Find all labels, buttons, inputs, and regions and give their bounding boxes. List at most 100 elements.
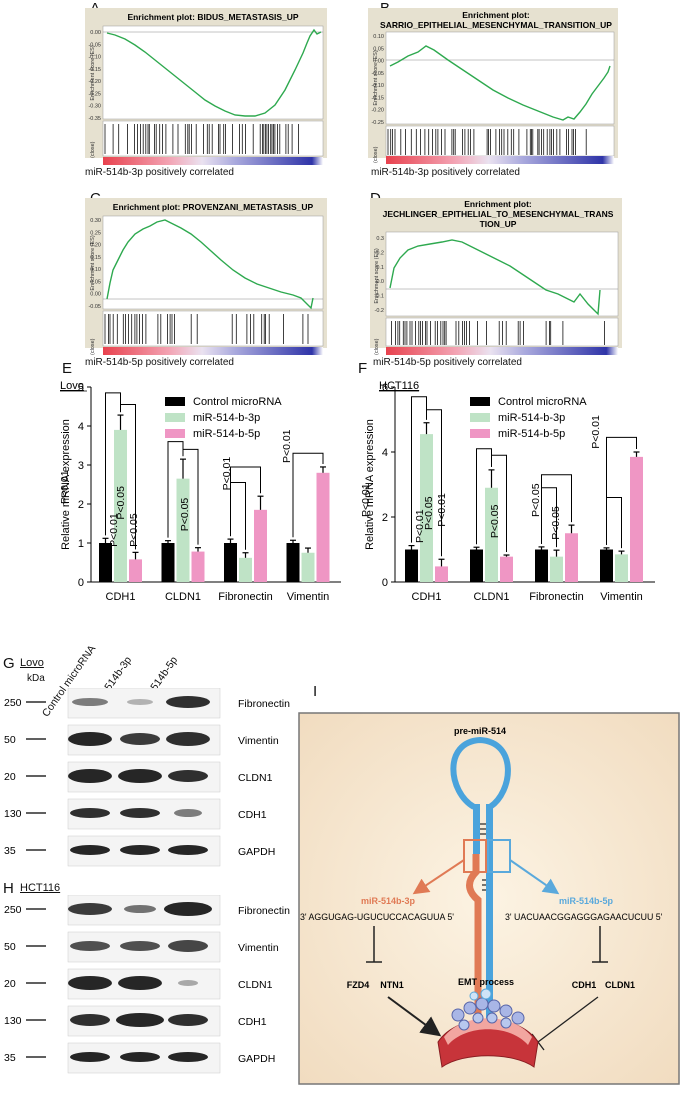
gsea-a-curve [106,28,322,117]
base-pairs [480,823,486,891]
blot-band [72,698,108,706]
protein-label: GAPDH [238,846,275,858]
bar [470,549,483,582]
gsea-c-curve [106,219,314,310]
legend-swatch [470,397,490,406]
sig-bracket [182,448,199,545]
panel-f-letter: F [358,360,368,377]
bar-category: Fibronectin [529,591,583,603]
box-3p [463,839,487,873]
bar [435,566,448,582]
gsea-ytick: -0.2 [375,308,384,314]
gsea-c-ylabel: Enrichment score (ES) [90,235,96,290]
bar-ytick: 3 [78,460,84,472]
gsea-ytick: -0.10 [371,83,384,89]
bar-ytick: 4 [382,447,388,459]
legend-swatch [470,413,490,422]
blot-band [68,976,112,990]
bar [224,543,237,582]
gsea-c-caption: miR-514b-5p positively correlated [85,357,234,368]
emt-tissue-illustration [437,988,539,1068]
arrow-5p [509,859,560,895]
blot-band [70,1052,110,1062]
blot-band [166,696,210,708]
blot-band [164,902,212,916]
kda-marker: 50 [4,941,16,953]
gsea-ytick: -0.05 [371,71,384,77]
legend-label: Control microRNA [498,396,587,408]
sig-label: P<0.01 [59,470,71,504]
sig-bracket [426,409,442,557]
protein-label: CDH1 [238,1016,267,1028]
legend-label: miR-514-b-3p [498,412,565,424]
kda-marker: 130 [4,808,22,820]
gsea-ytick: 0.05 [90,279,101,285]
gsea-ytick: 0.0 [376,279,384,285]
gsea-d-title-3: TION_UP [480,219,517,229]
gsea-ytick: -0.15 [371,95,384,101]
bar-category: CLDN1 [473,591,509,603]
arm-3p-label: miR-514b-3p [361,896,416,906]
bar [239,557,252,582]
blot-band [68,732,112,746]
western-blot-g: 250 Fibronectin 50 Vimentin 20 CLDN1 130 CDH1 35… [4,688,290,867]
sig-bracket [491,454,507,553]
target-ntn1: NTN1 [380,980,404,990]
gsea-c-rank-label: (close) [90,338,96,355]
bar-ylabel: Relative mRNA expression [364,419,376,550]
bar [420,434,433,582]
gsea-ytick: 0.15 [90,255,101,261]
box-5p [487,839,511,873]
sig-label: P<0.01 [221,457,233,491]
blot-band [118,976,162,990]
gsea-ytick: 0.05 [373,46,384,52]
sig-label: P<0.05 [128,513,140,547]
blot-band [120,941,160,951]
panel-i-letter: I [313,683,318,700]
gsea-ytick: -0.20 [371,108,384,114]
blot-band [168,1014,208,1026]
bar-chart-f: HCT116 0 2 4 6 Relative mRNA expression CDH1 CL… [360,380,655,603]
hairpin-loop [450,736,511,810]
gsea-ytick: -0.15 [88,67,101,73]
bar [535,549,548,582]
mechanism-diagram: pre-miR-514 miR-514b-3p miR-514b-5p 3' A… [298,712,680,1085]
bar [286,543,300,582]
panel-h-letter: H [3,880,14,897]
blot-band [68,769,112,783]
kda-marker: 130 [4,1015,22,1027]
blot-band [120,845,160,855]
bar [615,554,628,582]
gsea-d-rank-label: (close) [374,338,380,355]
sig-label: P<0.01 [436,493,448,527]
sig-label: P<0.05 [489,504,501,538]
blot-band [116,1013,164,1027]
kda-marker: 250 [4,697,22,709]
sig-label: P<0.05 [550,506,562,540]
blot-band [68,903,112,915]
bar [191,551,205,582]
sig-bracket [292,452,324,538]
kda-marker: 20 [4,771,16,783]
gsea-ytick: 0.30 [90,218,101,224]
sig-label: P<0.01 [108,513,120,547]
gsea-ytick: -0.35 [88,116,101,122]
bar-ytick: 4 [78,421,84,433]
gsea-ytick: 0.20 [90,243,101,249]
sig-label: P<0.01 [414,509,426,543]
gsea-ytick: 0.00 [90,292,101,298]
bar [485,487,498,582]
bar-ylabel: Relative mRNA expression [60,419,72,550]
blot-band [166,732,210,746]
panel-g-letter: G [3,655,15,672]
gsea-ytick: 0.00 [90,30,101,36]
gsea-d-title-2: JECHLINGER_EPITHELIAL_TO_MESENCHYMAL_TRA… [383,209,614,219]
blot-band [118,769,162,783]
arrow-inhibit-emt [537,996,599,1043]
bar-chart-e: Lovo 0 1 2 3 4 5 Relative mRNA expression CDH1 CL… [59,380,341,603]
legend-label: miR-514-b-5p [498,428,565,440]
legend-label: miR-514-b-3p [193,412,260,424]
blot-band [127,699,153,705]
arrow-promote [387,996,442,1037]
protein-label: Fibronectin [238,905,290,917]
